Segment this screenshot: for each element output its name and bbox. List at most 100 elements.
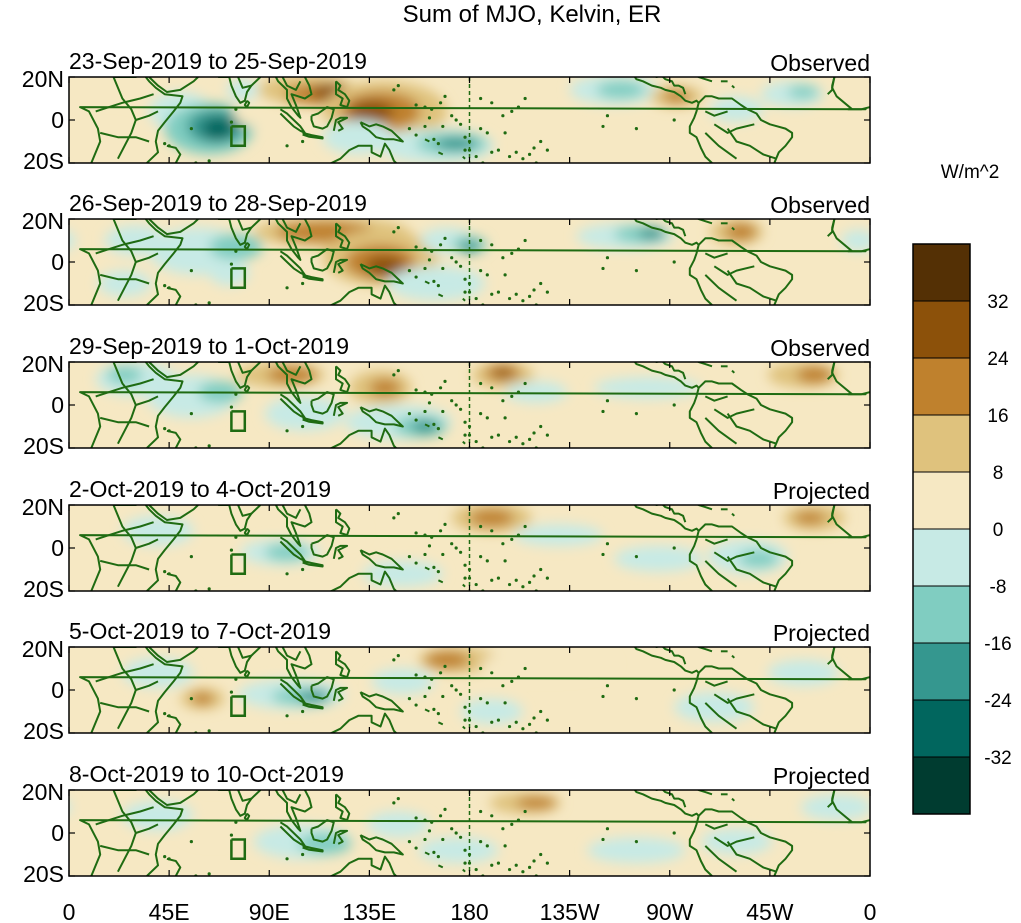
coastline-segment bbox=[243, 669, 251, 679]
island-dot bbox=[503, 844, 507, 848]
island-dot bbox=[285, 572, 289, 576]
anomaly-contour bbox=[349, 100, 394, 123]
coastline-segment bbox=[135, 395, 159, 406]
coastline-segment bbox=[827, 77, 836, 95]
island-dot bbox=[443, 522, 447, 526]
island-dot bbox=[463, 576, 467, 580]
island-dot bbox=[523, 238, 527, 243]
island-dot bbox=[450, 399, 454, 403]
island-dot bbox=[285, 144, 289, 148]
island-dot bbox=[479, 555, 483, 559]
coastline-segment bbox=[661, 790, 687, 808]
anomaly-contour bbox=[796, 366, 833, 384]
coastline-segment bbox=[302, 559, 324, 568]
coastline-segment bbox=[661, 647, 687, 665]
island-dot bbox=[485, 131, 489, 135]
colorbar-label: -8 bbox=[990, 577, 1007, 598]
island-dot bbox=[189, 697, 193, 701]
island-dot bbox=[301, 424, 305, 429]
island-dot bbox=[485, 273, 489, 277]
island-dot bbox=[634, 697, 638, 701]
lat-label: 0 bbox=[51, 677, 64, 703]
coastline-segment bbox=[310, 534, 335, 558]
coastline-segment bbox=[726, 556, 777, 588]
island-dot bbox=[441, 266, 445, 271]
coastline-segment bbox=[697, 95, 794, 163]
coastline-segment bbox=[704, 417, 738, 445]
island-dot bbox=[490, 814, 494, 818]
island-dot bbox=[234, 535, 238, 539]
island-dot bbox=[407, 697, 412, 701]
coastline-segment bbox=[281, 647, 302, 661]
island-dot bbox=[189, 269, 193, 273]
coastline-segment bbox=[302, 844, 324, 853]
coastline-segment bbox=[148, 219, 199, 236]
island-dot bbox=[436, 142, 440, 146]
island-dot bbox=[463, 420, 467, 424]
coastlines bbox=[79, 494, 870, 591]
lat-label: 0 bbox=[51, 249, 64, 275]
island-dot bbox=[459, 550, 463, 554]
island-dot bbox=[396, 654, 400, 658]
island-dot bbox=[496, 148, 501, 152]
coastline-segment bbox=[827, 362, 836, 380]
island-dot bbox=[605, 256, 610, 260]
coastline-segment bbox=[704, 560, 738, 588]
island-dot bbox=[423, 837, 427, 842]
coastline-segment bbox=[332, 258, 349, 274]
island-dot bbox=[521, 442, 525, 446]
island-dot bbox=[427, 401, 432, 405]
island-dot bbox=[479, 840, 483, 844]
island-dot bbox=[605, 114, 610, 118]
coastline-segment bbox=[424, 566, 430, 571]
island-dot bbox=[510, 537, 514, 542]
coastline-segment bbox=[704, 680, 728, 687]
anomaly-contour bbox=[97, 270, 152, 297]
colorbar-label: 24 bbox=[987, 349, 1009, 370]
island-dot bbox=[510, 679, 514, 684]
coastline-segment bbox=[79, 505, 867, 591]
anomaly-contour bbox=[787, 85, 819, 99]
island-dot bbox=[454, 546, 458, 550]
anomaly-contour bbox=[505, 381, 568, 403]
coastline-segment bbox=[135, 252, 159, 263]
coastline-segment bbox=[281, 790, 302, 804]
island-dot bbox=[392, 658, 396, 662]
island-dot bbox=[672, 688, 676, 692]
lat-label: 20S bbox=[23, 290, 64, 316]
coastline-segment bbox=[713, 693, 755, 704]
island-dot bbox=[450, 114, 454, 118]
island-dot bbox=[532, 146, 536, 150]
island-dot bbox=[234, 677, 238, 681]
panel-date-range: 26-Sep-2019 to 28-Sep-2019 bbox=[69, 190, 367, 216]
lon-label: 0 bbox=[63, 899, 76, 923]
coastline-segment bbox=[695, 77, 713, 83]
island-dot bbox=[396, 369, 400, 373]
colorbar-segment bbox=[912, 528, 971, 587]
coastline-segment bbox=[336, 494, 340, 500]
island-dot bbox=[454, 260, 458, 264]
island-dot bbox=[167, 572, 171, 576]
coastline-segment bbox=[424, 708, 430, 713]
coastline-segment bbox=[633, 647, 700, 674]
island-dot bbox=[229, 405, 234, 409]
island-dot bbox=[430, 249, 434, 253]
map-panel: 5-Oct-2019 to 7-Oct-2019 Projected 20N 0 20S bbox=[22, 618, 871, 744]
lon-label: 135W bbox=[540, 899, 600, 923]
anomaly-contour bbox=[191, 692, 214, 706]
island-dot bbox=[474, 582, 478, 587]
island-dot bbox=[507, 724, 512, 729]
coastline-segment bbox=[698, 523, 794, 591]
coastline-segment bbox=[99, 131, 150, 143]
coastline-segment bbox=[310, 248, 335, 272]
anomaly-contour bbox=[469, 509, 514, 527]
island-dot bbox=[441, 409, 445, 414]
coastline-segment bbox=[731, 226, 735, 231]
island-dot bbox=[521, 585, 525, 589]
coastline-segment bbox=[302, 416, 324, 425]
anomaly-contour bbox=[209, 259, 250, 286]
anomaly-contour bbox=[106, 366, 143, 384]
coastline-segment bbox=[731, 84, 735, 89]
figure-title: Sum of MJO, Kelvin, ER bbox=[403, 1, 662, 28]
island-dot bbox=[507, 439, 512, 444]
